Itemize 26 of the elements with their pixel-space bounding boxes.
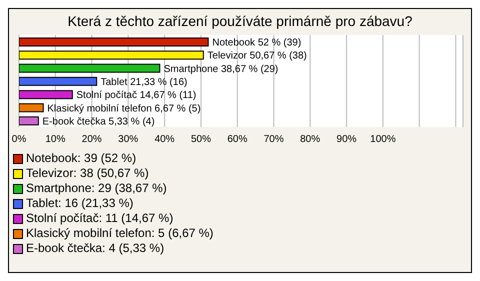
x-tick-label: 40% (154, 134, 175, 146)
x-tick-label: 90% (336, 134, 357, 146)
x-tick-label: 60% (227, 134, 248, 146)
data-label: Notebook 52 % (39) (212, 38, 302, 49)
x-tick-label: 80% (300, 134, 320, 146)
legend-label: E-book čtečka: 4 (5,33 %) (26, 241, 164, 256)
legend-label: Smartphone: 29 (38,67 %) (26, 181, 167, 196)
x-tick-label: 100% (370, 134, 396, 146)
data-label: Tablet 21,33 % (16) (100, 76, 188, 88)
data-label: Klasický mobilní telefon 6,67 % (5) (47, 103, 201, 114)
chart-title: Která z těchto zařízení používáte primárně pro zábavu? (66, 12, 414, 31)
legend-label: Televizor: 38 (50,67 %) (26, 166, 149, 181)
legend-label: Stolní počítač: 11 (14,67 %) (26, 211, 174, 226)
data-label: Televizor 50,67 % (38) (207, 50, 307, 62)
data-label: E-book čtečka 5,33 % (4) (42, 116, 155, 128)
x-tick-label: 50% (190, 134, 212, 146)
x-tick-label: 30% (118, 134, 138, 146)
legend-label: Klasický mobilní telefon: 5 (6,67 %) (26, 226, 214, 241)
x-tick-label: 70% (264, 134, 284, 146)
x-tick-label: 10% (45, 134, 66, 146)
x-tick-label: 0% (12, 134, 26, 146)
data-label: Stolní počítač 14,67 % (11) (76, 90, 196, 102)
legend-label: Tablet: 16 (21,33 %) (26, 196, 134, 211)
data-label: Smartphone 38,67 % (29) (164, 64, 278, 75)
legend-label: Notebook: 39 (52 %) (26, 151, 136, 166)
x-tick-label: 20% (82, 134, 102, 146)
